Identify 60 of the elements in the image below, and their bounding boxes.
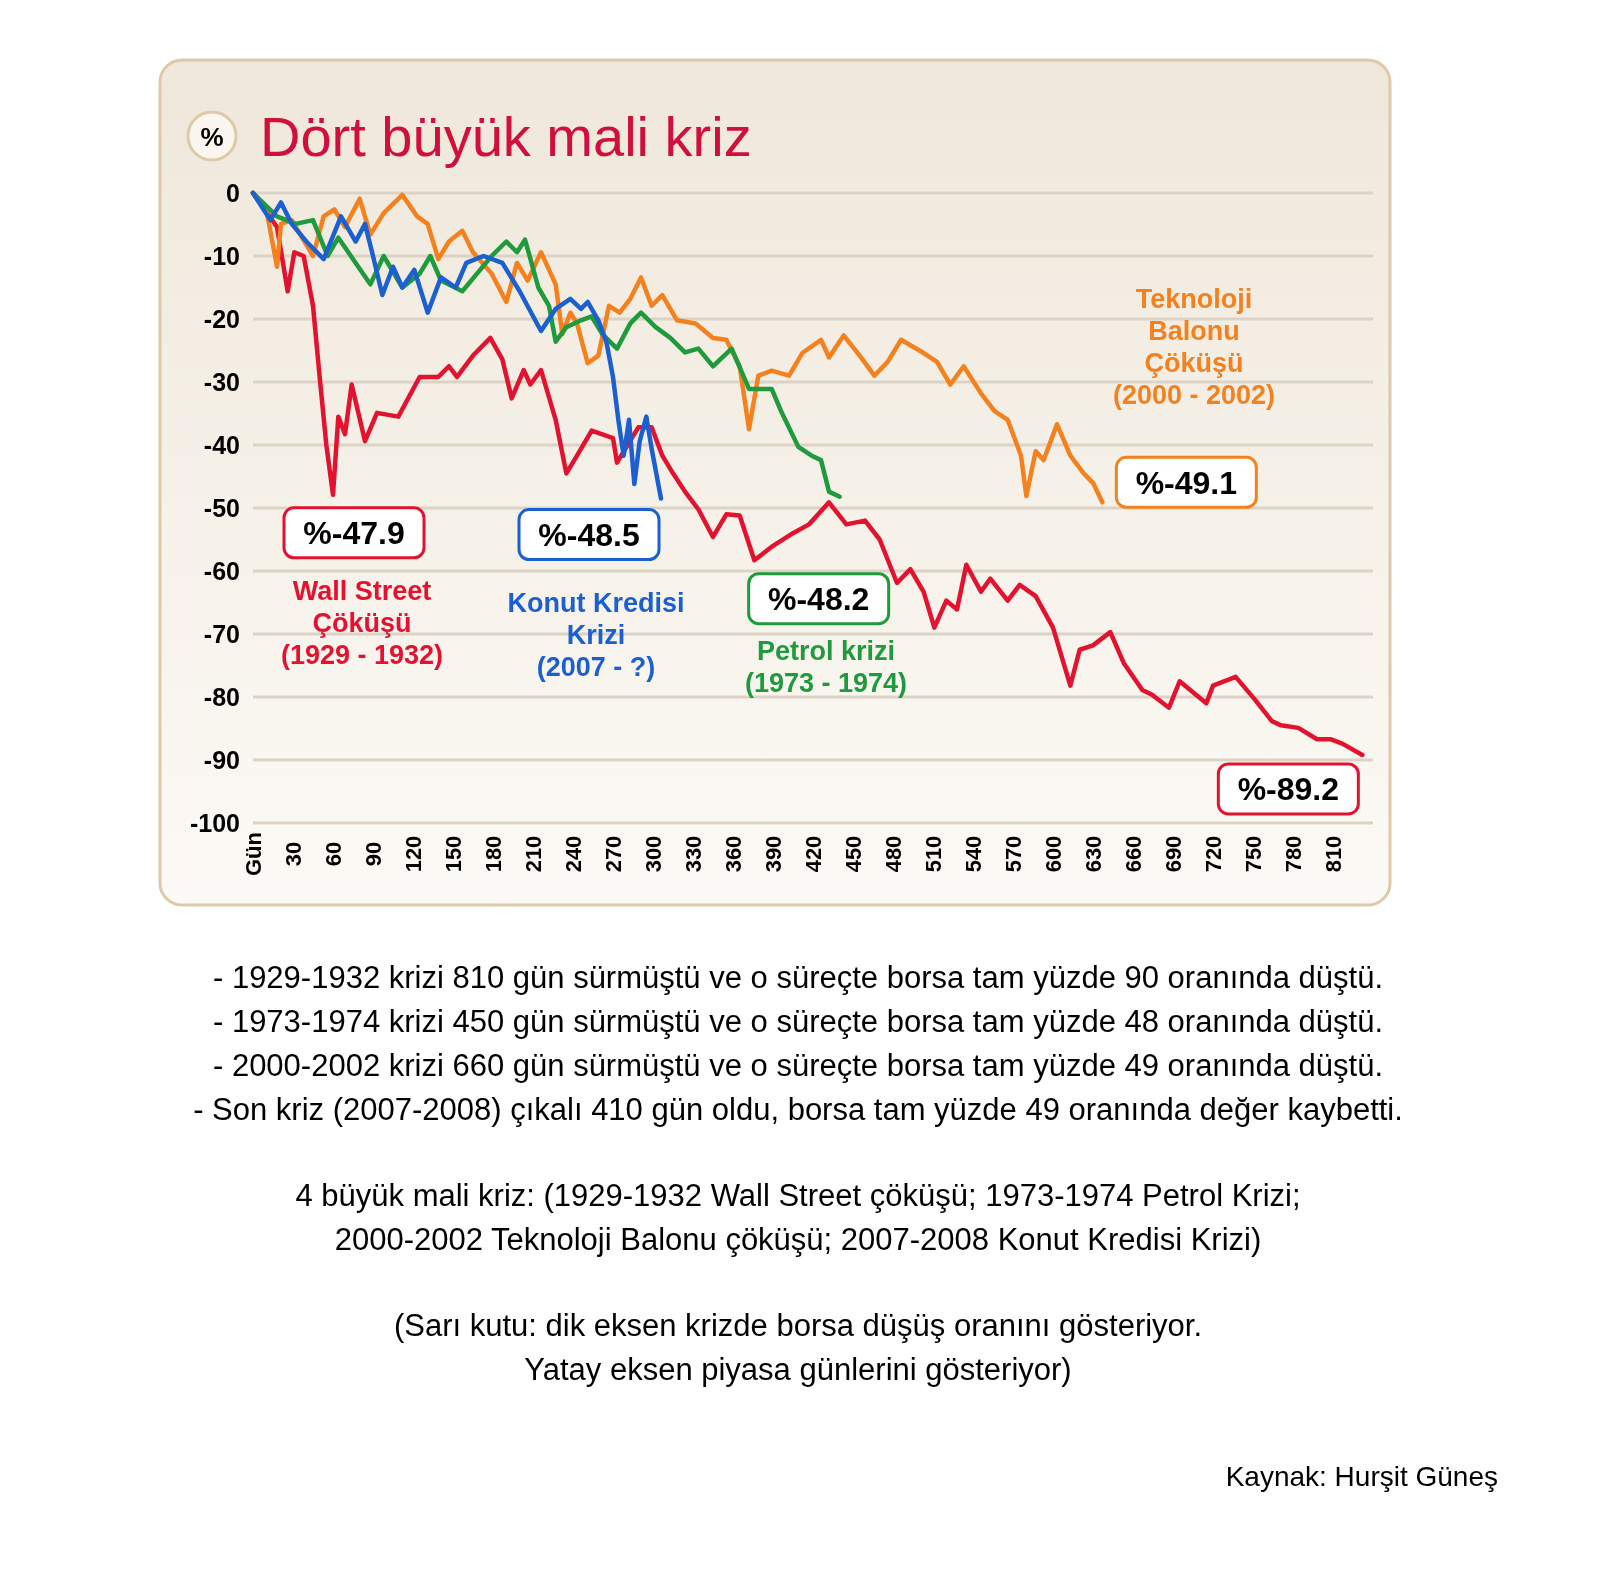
line-series	[250, 190, 664, 501]
text: Konut Kredisi Krizi (2007 - ?)	[507, 588, 685, 682]
text: - 2000-2002 krizi 660 gün sürmüştü ve o süreçte borsa tam yüzde 49 oranında düştü.	[212, 1048, 1384, 1083]
x-tick-label: 540	[960, 835, 986, 873]
text: - Son kriz (2007-2008) çıkalı 410 gün oldu, borsa tam yüzde 49 oranında değer kaybetti.	[193, 1092, 1403, 1127]
x-tick-label: 330	[680, 835, 706, 873]
x-tick-label: 600	[1040, 835, 1066, 873]
y-tick-label: -20	[203, 304, 240, 333]
annotation: %-89.2	[1237, 771, 1340, 808]
x-tick-label: 90	[360, 841, 386, 867]
y-tick-label: -80	[203, 682, 240, 711]
x-tick-label: 750	[1240, 835, 1266, 873]
annotation: %-48.5	[538, 517, 640, 554]
x-tick-label: 300	[640, 835, 666, 873]
x-tick-label: 510	[920, 835, 946, 873]
annotation: %-49.1	[1135, 464, 1238, 501]
text: Petrol krizi (1973 - 1974)	[744, 636, 908, 698]
text: (Sarı kutu: dik eksen krizde borsa düşüş oranını gösteriyor.	[393, 1308, 1203, 1343]
x-tick-label: 360	[720, 835, 746, 873]
chart-title: Dört büyük mali kriz	[260, 105, 752, 168]
x-tick-label: 630	[1080, 835, 1106, 873]
x-tick-label: 120	[400, 835, 426, 873]
x-tick-label: 690	[1160, 835, 1186, 873]
x-tick-label: 30	[280, 841, 306, 867]
x-tick-label: 480	[880, 835, 906, 873]
y-tick-label: -30	[203, 367, 240, 396]
x-tick-label: 390	[760, 835, 786, 873]
y-tick-label: -100	[189, 808, 240, 837]
x-tick-label: Gün	[240, 832, 266, 876]
text: Wall Street Çöküşü (1929 - 1932)	[280, 576, 444, 670]
text: Kaynak: Hurşit Güneş	[1225, 1461, 1498, 1492]
text: 2000-2002 Teknoloji Balonu çöküşü; 2007-2008 Konut Kredisi Krizi)	[334, 1222, 1262, 1257]
text: - 1973-1974 krizi 450 gün sürmüştü ve o süreçte borsa tam yüzde 48 oranında düştü.	[212, 1004, 1384, 1039]
x-tick-label: 150	[440, 835, 466, 873]
y-tick-label: -10	[203, 241, 240, 270]
x-tick-label: 570	[1000, 835, 1026, 873]
x-tick-label: 720	[1200, 835, 1226, 873]
x-tick-label: 240	[560, 835, 586, 873]
x-tick-label: 210	[520, 835, 546, 873]
x-tick-label: 660	[1120, 835, 1146, 873]
x-tick-label: 780	[1280, 835, 1306, 873]
annotation: %-47.9	[303, 515, 405, 552]
y-tick-label: -90	[203, 745, 240, 774]
y-tick-label: -70	[203, 619, 240, 648]
y-tick-label: -60	[203, 556, 240, 585]
y-tick-label: 0	[226, 178, 240, 207]
text: Teknoloji Balonu Çöküşü (2000 - 2002)	[1112, 284, 1276, 410]
x-tick-label: 450	[840, 835, 866, 873]
y-tick-label: -40	[203, 430, 240, 459]
x-tick-label: 270	[600, 835, 626, 873]
text: 4 büyük mali kriz: (1929-1932 Wall Street çöküşü; 1973-1974 Petrol Krizi;	[295, 1178, 1301, 1213]
y-axis-title: %	[200, 122, 224, 152]
text: Yatay eksen piyasa günlerini gösteriyor)	[524, 1352, 1072, 1387]
y-tick-label: -50	[203, 493, 240, 522]
text: - 1929-1932 krizi 810 gün sürmüştü ve o süreçte borsa tam yüzde 90 oranında düştü.	[212, 960, 1384, 995]
x-tick-label: 420	[800, 835, 826, 873]
annotation: %-48.2	[767, 581, 870, 618]
x-tick-label: 60	[320, 841, 346, 867]
x-tick-label: 180	[480, 835, 506, 873]
x-tick-label: 810	[1320, 835, 1346, 873]
